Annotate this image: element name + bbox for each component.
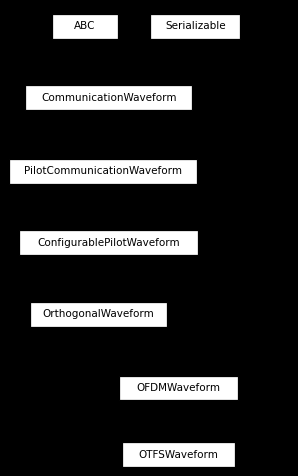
- FancyBboxPatch shape: [122, 442, 235, 467]
- FancyBboxPatch shape: [119, 376, 238, 400]
- Text: ABC: ABC: [74, 21, 96, 31]
- FancyBboxPatch shape: [19, 230, 198, 255]
- FancyBboxPatch shape: [52, 14, 118, 39]
- Text: OrthogonalWaveform: OrthogonalWaveform: [43, 309, 154, 319]
- Text: ConfigurablePilotWaveform: ConfigurablePilotWaveform: [38, 238, 180, 248]
- Text: CommunicationWaveform: CommunicationWaveform: [41, 92, 176, 103]
- FancyBboxPatch shape: [150, 14, 240, 39]
- Text: PilotCommunicationWaveform: PilotCommunicationWaveform: [24, 166, 182, 177]
- FancyBboxPatch shape: [9, 159, 197, 184]
- Text: OFDMWaveform: OFDMWaveform: [137, 383, 221, 393]
- Text: Serializable: Serializable: [165, 21, 226, 31]
- FancyBboxPatch shape: [25, 85, 192, 110]
- Text: OTFSWaveform: OTFSWaveform: [139, 449, 219, 460]
- FancyBboxPatch shape: [30, 302, 167, 327]
